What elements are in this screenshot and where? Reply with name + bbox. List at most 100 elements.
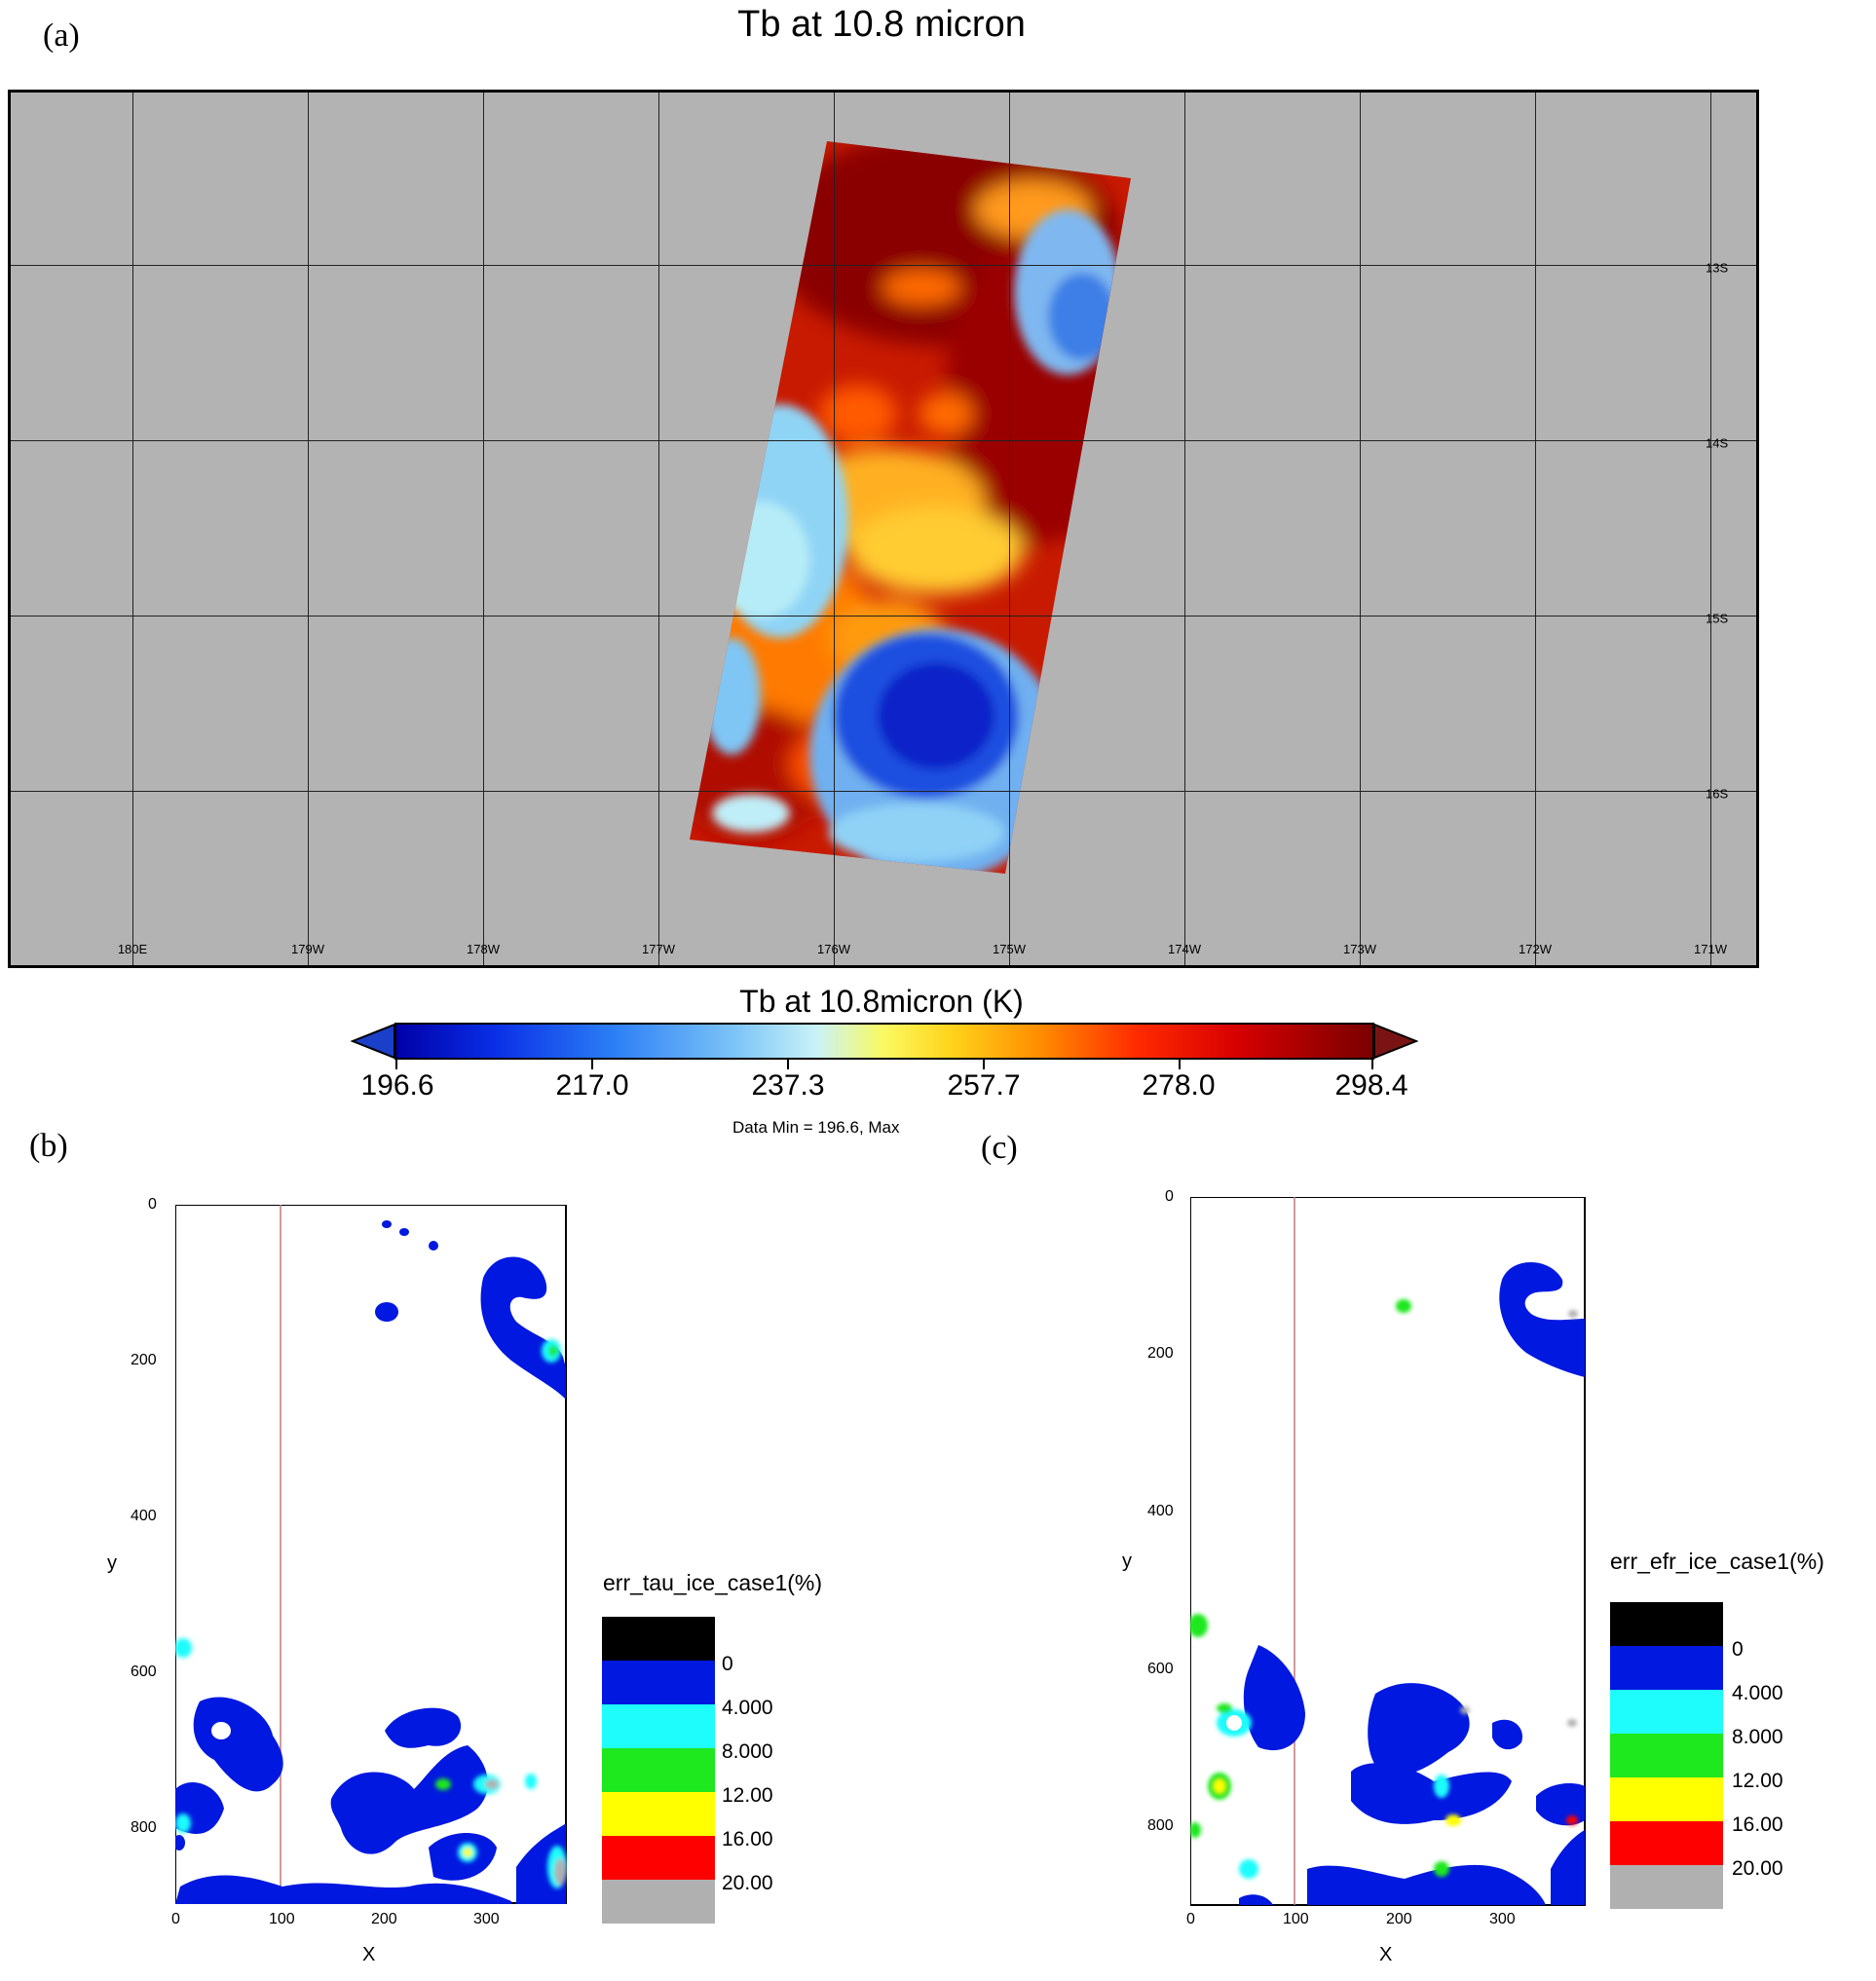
- legend-b-swatch: [602, 1836, 715, 1880]
- legend-c-swatch: [1610, 1646, 1723, 1690]
- meridian-line: [1360, 93, 1361, 965]
- legend-b-swatch: [602, 1617, 715, 1661]
- legend-b-value: 16.00: [722, 1828, 773, 1850]
- lon-label: 176W: [817, 942, 850, 956]
- y-tick-label: 200: [1147, 1345, 1174, 1362]
- meridian-line: [1535, 93, 1536, 965]
- x-axis-label: X: [1379, 1944, 1393, 1965]
- colorbar-tick: [983, 1060, 985, 1069]
- legend-b-title: err_tau_ice_case1(%): [603, 1570, 823, 1595]
- x-tick-label: 0: [171, 1911, 180, 1927]
- meridian-line: [1184, 93, 1185, 965]
- lon-label: 179W: [291, 942, 324, 956]
- legend-c-value: 12.00: [1732, 1770, 1783, 1792]
- data-min-max-note: Data Min = 196.6, Max: [732, 1118, 900, 1137]
- y-tick-label: 400: [1147, 1503, 1174, 1519]
- meridian-line: [132, 93, 133, 965]
- x-tick-label: 200: [1386, 1911, 1412, 1927]
- x-tick-label: 100: [1283, 1911, 1309, 1927]
- lon-label: 177W: [642, 942, 675, 956]
- panel-b-plot: [175, 1205, 567, 1904]
- legend-c-value: 4.000: [1732, 1682, 1783, 1704]
- legend-b-swatch: [602, 1704, 715, 1748]
- legend-c-swatch: [1610, 1865, 1723, 1909]
- legend-b-value: 4.000: [722, 1697, 773, 1719]
- y-tick-label: 600: [1147, 1661, 1174, 1677]
- y-axis-label: y: [1122, 1551, 1132, 1572]
- colorbar-tick-label: 278.0: [1142, 1069, 1216, 1102]
- x-axis-label: X: [362, 1944, 376, 1965]
- panel-a-label: (a): [43, 18, 80, 54]
- colorbar-tick-label: 257.7: [947, 1069, 1021, 1102]
- parallel-line: [11, 616, 1756, 617]
- lat-label: 16S: [1706, 786, 1729, 802]
- y-tick-label: 200: [131, 1352, 157, 1368]
- meridian-line: [658, 93, 659, 965]
- y-tick-label: 0: [148, 1196, 157, 1213]
- x-tick-label: 300: [473, 1911, 500, 1927]
- parallel-line: [11, 791, 1756, 792]
- colorbar-tick: [591, 1060, 593, 1069]
- x-tick-label: 300: [1489, 1911, 1516, 1927]
- parallel-line: [11, 440, 1756, 441]
- legend-c-swatch: [1610, 1690, 1723, 1734]
- legend-c-title: err_efr_ice_case1(%): [1610, 1549, 1824, 1574]
- meridian-line: [483, 93, 484, 965]
- lon-label: 172W: [1519, 942, 1552, 956]
- y-tick-label: 800: [131, 1819, 157, 1836]
- legend-b-swatch: [602, 1661, 715, 1704]
- colorbar-over-arrow: [1373, 1023, 1418, 1060]
- colorbar-title: Tb at 10.8micron (K): [739, 984, 1024, 1019]
- colorbar: [394, 1023, 1374, 1060]
- x-tick-label: 100: [269, 1911, 295, 1927]
- colorbar-tick-label: 217.0: [555, 1069, 629, 1102]
- legend-c-value: 0: [1732, 1638, 1744, 1661]
- legend-c-value: 20.00: [1732, 1857, 1783, 1880]
- lat-label: 13S: [1706, 260, 1729, 276]
- lon-label: 175W: [993, 942, 1026, 956]
- colorbar-tick: [787, 1060, 789, 1069]
- legend-c-swatch: [1610, 1734, 1723, 1777]
- legend-b-value: 20.00: [722, 1872, 773, 1894]
- colorbar-tick-label: 237.3: [751, 1069, 825, 1102]
- meridian-line: [1009, 93, 1010, 965]
- x-tick-label: 0: [1186, 1911, 1195, 1927]
- y-tick-label: 600: [131, 1663, 157, 1680]
- lat-label: 14S: [1706, 435, 1729, 451]
- legend-b-swatch: [602, 1792, 715, 1836]
- lon-label: 171W: [1694, 942, 1727, 956]
- legend-b-swatch: [602, 1880, 715, 1924]
- tb-swath-image: [690, 141, 1131, 874]
- legend-c-value: 8.000: [1732, 1726, 1783, 1748]
- y-tick-label: 800: [1147, 1817, 1174, 1834]
- colorbar-tick: [395, 1060, 397, 1069]
- lon-label: 173W: [1343, 942, 1376, 956]
- meridian-line: [308, 93, 309, 965]
- panel-c-plot: [1190, 1197, 1586, 1906]
- map-frame: 180E 179W 178W 177W 176W 175W 174W 173W …: [8, 90, 1759, 968]
- legend-b-value: 0: [722, 1653, 733, 1675]
- x-tick-label: 200: [371, 1911, 397, 1927]
- legend-b-value: 8.000: [722, 1740, 773, 1763]
- legend-c-swatch: [1610, 1602, 1723, 1646]
- meridian-line: [1710, 93, 1711, 965]
- y-axis-label: y: [107, 1552, 117, 1574]
- meridian-line: [834, 93, 835, 965]
- colorbar-tick: [1371, 1060, 1373, 1069]
- colorbar-under-arrow: [351, 1023, 395, 1060]
- panel-a-title: Tb at 10.8 micron: [737, 4, 1026, 45]
- colorbar-tick-label: 298.4: [1334, 1069, 1408, 1102]
- colorbar-tick-label: 196.6: [360, 1069, 434, 1102]
- y-tick-label: 400: [131, 1508, 157, 1524]
- legend-c-swatch: [1610, 1777, 1723, 1821]
- lon-label: 180E: [117, 942, 148, 956]
- lat-label: 15S: [1706, 611, 1729, 626]
- panel-c-label: (c): [981, 1130, 1018, 1166]
- lon-label: 178W: [467, 942, 500, 956]
- lon-label: 174W: [1168, 942, 1201, 956]
- legend-c-swatch: [1610, 1821, 1723, 1865]
- parallel-line: [11, 265, 1756, 266]
- colorbar-tick: [1179, 1060, 1181, 1069]
- legend-b-value: 12.00: [722, 1784, 773, 1807]
- panel-b-label: (b): [29, 1128, 68, 1164]
